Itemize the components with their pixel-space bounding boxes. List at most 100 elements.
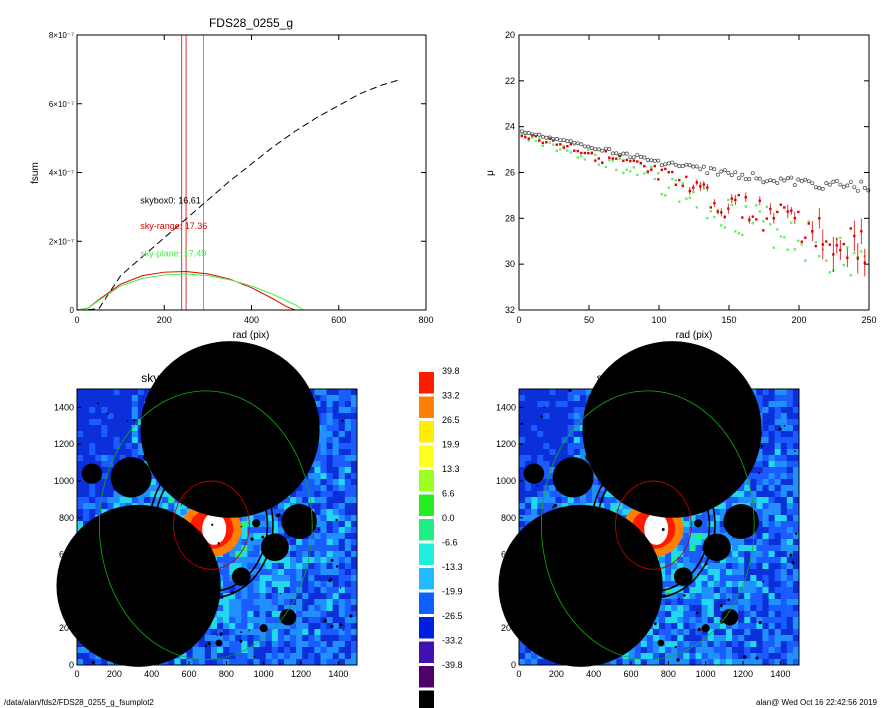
left-image-pixel	[95, 449, 102, 456]
right-image-pixel	[756, 545, 763, 552]
right-image-annulus	[596, 458, 711, 593]
left-image-pixel	[113, 455, 120, 462]
left-image-pixel	[332, 545, 340, 552]
right-image-pixel	[525, 413, 532, 420]
profile-red-point	[695, 181, 698, 184]
right-image-star	[570, 623, 573, 626]
left-image-pixel	[326, 473, 333, 480]
right-image-pixel	[537, 407, 544, 414]
right-image-pixel	[744, 587, 751, 594]
right-image-star	[593, 654, 596, 657]
left-image-pixel	[296, 593, 303, 600]
right-image-pixel	[707, 509, 715, 516]
left-image-pixel	[83, 431, 90, 438]
right-image-pixel	[573, 431, 581, 438]
left-image-pixel	[125, 425, 133, 432]
profile-green-point	[818, 255, 821, 258]
left-image-pixel	[332, 485, 340, 492]
left-image-pixel	[308, 593, 315, 600]
right-image-pixel	[774, 587, 782, 594]
profile-red-point	[531, 134, 534, 137]
left-image-pixel	[95, 455, 102, 462]
left-image-pixel	[229, 635, 236, 642]
left-image-pixel	[332, 431, 340, 438]
left-image-pixel	[344, 653, 352, 660]
left-image-pixel	[283, 563, 291, 570]
left-image-pixel	[277, 581, 285, 588]
left-image-star	[197, 530, 201, 534]
left-image-pixel	[332, 575, 340, 582]
right-image-pixel	[762, 491, 769, 498]
profile-red-point	[758, 199, 761, 202]
right-image-pixel	[762, 527, 769, 534]
profile-black-point	[642, 155, 647, 160]
right-image-pixel	[719, 515, 727, 522]
right-image-pixel	[762, 617, 769, 624]
right-image-pixel	[768, 395, 775, 402]
right-image-pixel	[725, 593, 733, 600]
left-image-pixel	[101, 473, 108, 480]
left-image-pixel	[101, 509, 108, 516]
left-image-pixel	[350, 527, 358, 534]
profile-red-point	[734, 198, 737, 202]
left-image-pixel	[95, 443, 102, 450]
left-image-pixel	[283, 581, 291, 588]
left-image-pixel	[235, 659, 242, 666]
right-image-pixel	[561, 413, 568, 420]
left-image-pixel	[186, 647, 193, 654]
right-image-pixel	[738, 647, 745, 654]
right-image-pixel	[774, 623, 782, 630]
left-image-pixel	[265, 635, 273, 642]
right-image-pixel	[719, 581, 727, 588]
right-image-pixel	[725, 533, 733, 540]
right-image-pixel	[695, 611, 702, 618]
right-image-pixel	[525, 653, 532, 660]
right-image-pixel	[719, 605, 727, 612]
right-image-pixel	[725, 503, 733, 510]
left-image-xtick-label: 600	[181, 669, 196, 679]
left-image-pixel	[344, 533, 352, 540]
profile-black-point	[799, 178, 804, 183]
right-image-mask	[721, 608, 739, 626]
right-image-pixel	[744, 653, 751, 660]
right-image-pixel	[622, 503, 629, 510]
right-image-pixel	[762, 557, 769, 564]
left-image-pixel	[192, 659, 200, 666]
left-image-pixel	[338, 599, 346, 606]
right-image-pixel	[750, 617, 757, 624]
left-image-pixel	[210, 629, 218, 636]
profile-green-point	[541, 144, 544, 147]
right-image-pixel	[732, 629, 739, 636]
right-image-pixel	[707, 647, 715, 654]
profile-red-point	[741, 216, 744, 219]
right-image-pixel	[786, 593, 794, 600]
right-image-pixel	[780, 569, 788, 576]
right-image-pixel	[750, 587, 757, 594]
right-image-pixel	[525, 461, 532, 468]
left-image-pixel	[320, 425, 327, 432]
right-image-pixel	[701, 599, 708, 606]
right-image-pixel	[756, 509, 763, 516]
left-image-pixel	[332, 617, 340, 624]
left-image-pixel	[344, 485, 352, 492]
right-image-pixel	[738, 491, 745, 498]
right-image-pixel	[683, 533, 690, 540]
left-image-pixel	[113, 437, 120, 444]
left-image-pixel	[302, 611, 309, 618]
left-image-pixel	[241, 539, 248, 546]
left-image-pixel	[326, 455, 333, 462]
right-image-star	[611, 414, 613, 416]
left-image-pixel	[344, 617, 352, 624]
right-image-pixel	[762, 443, 769, 450]
profile-red-point	[699, 185, 702, 188]
right-image-pixel	[780, 545, 788, 552]
right-image-pixel	[537, 419, 544, 426]
right-image-pixel	[738, 623, 745, 630]
left-image-pixel	[101, 419, 108, 426]
profile-black-point	[803, 177, 808, 182]
right-image-pixel	[738, 617, 745, 624]
right-image-pixel	[665, 623, 672, 630]
left-image-pixel	[204, 629, 212, 636]
right-image-pixel	[713, 509, 721, 516]
profile-xtick-label: 250	[861, 315, 876, 325]
